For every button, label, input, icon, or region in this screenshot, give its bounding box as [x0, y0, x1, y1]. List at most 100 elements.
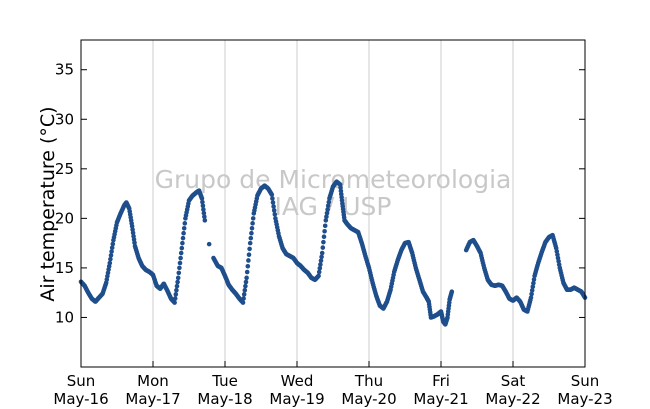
x-tick-label-day: Tue: [211, 372, 238, 390]
data-point-interp: [201, 207, 206, 212]
data-point-interp: [325, 207, 330, 212]
data-point-interp: [241, 296, 246, 301]
x-tick-label-date: May-16: [53, 390, 108, 408]
y-axis: 10 15 20 25 30 35: [55, 61, 585, 326]
data-point-interp: [201, 210, 207, 216]
data-point-interp: [177, 260, 183, 266]
x-tick-label-date: May-19: [269, 390, 324, 408]
data-point-interp: [318, 262, 323, 267]
y-tick-label: 25: [55, 160, 74, 178]
data-point-interp: [319, 254, 324, 260]
data-point-interp: [176, 270, 182, 276]
data-point-interp: [250, 216, 256, 221]
data-point-interp: [318, 258, 324, 263]
data-point-interp: [245, 263, 251, 269]
data-point: [528, 295, 534, 300]
data-point-interp: [180, 240, 185, 246]
data-point-interp: [244, 269, 250, 275]
data-point-interp: [270, 196, 275, 201]
x-tick-label-date: May-20: [341, 390, 396, 408]
data-point-interp: [270, 200, 276, 205]
data-point-interp: [182, 221, 188, 226]
data-point-interp: [181, 225, 187, 231]
data-point: [206, 241, 212, 247]
data-point: [244, 275, 249, 281]
data-point-interp: [249, 230, 254, 236]
data-point-interp: [271, 208, 277, 213]
data-point-interp: [181, 230, 186, 236]
data-point-interp: [246, 252, 252, 257]
data-point-interp: [174, 283, 180, 289]
data-point: [175, 275, 181, 281]
data-point-interp: [271, 204, 276, 209]
x-tick-label-day: Wed: [281, 372, 314, 390]
data-point: [323, 218, 329, 223]
data-point: [319, 250, 325, 256]
y-tick-label: 20: [55, 209, 74, 227]
data-point-interp: [243, 279, 249, 285]
watermark-line-2: IAG / USP: [275, 192, 392, 221]
data-point-interp: [243, 283, 248, 289]
x-tick-label-date: May-21: [413, 390, 468, 408]
x-tick-label-day: Sun: [571, 372, 600, 390]
data-point-interp: [531, 280, 536, 286]
data-point-interp: [202, 214, 207, 220]
data-point-interp: [109, 249, 114, 254]
data-point-interp: [321, 239, 326, 245]
data-point-interp: [320, 245, 326, 250]
data-point-interp: [324, 210, 330, 216]
x-tick-label-date: May-23: [557, 390, 612, 408]
y-tick-label: 15: [55, 259, 74, 277]
x-tick-label-day: Mon: [137, 372, 169, 390]
data-point-interp: [249, 225, 255, 231]
data-point-interp: [325, 203, 331, 209]
data-point-interp: [242, 287, 248, 293]
y-tick-label: 10: [55, 308, 74, 326]
data-point: [449, 289, 455, 294]
data-point-interp: [172, 296, 178, 301]
data-point: [199, 196, 205, 201]
data-point-interp: [529, 288, 535, 293]
data-point-interp: [248, 235, 254, 241]
x-axis: SunMay-16MonMay-17TueMay-18WedMay-19ThuM…: [53, 361, 613, 408]
data-point: [240, 300, 246, 305]
data-point-interp: [321, 234, 327, 239]
data-point: [269, 192, 275, 197]
data-point-interp: [241, 292, 247, 297]
data-point-interp: [530, 284, 536, 290]
x-tick-label-date: May-22: [485, 390, 540, 408]
data-point-interp: [178, 255, 183, 261]
data-point-interp: [180, 235, 186, 241]
data-point-interp: [322, 228, 327, 234]
data-point-interp: [109, 245, 115, 251]
data-point-interp: [200, 203, 206, 209]
data-point: [107, 260, 113, 266]
data-point-interp: [177, 265, 182, 271]
data-point-interp: [326, 199, 332, 205]
plot-frame: [80, 39, 586, 368]
data-points: [78, 179, 588, 327]
data-point-interp: [317, 265, 323, 271]
data-point-interp: [250, 221, 255, 226]
data-point-interp: [200, 199, 205, 205]
data-point: [172, 300, 177, 305]
y-axis-label: Air temperature (°C): [37, 106, 59, 301]
y-tick-label: 35: [55, 61, 74, 79]
data-point: [202, 218, 208, 223]
data-point: [316, 273, 321, 279]
data-point-interp: [108, 253, 114, 258]
data-point-interp: [246, 258, 251, 263]
data-point-interp: [174, 287, 179, 293]
data-point-interp: [110, 241, 116, 247]
x-tick-label-day: Sun: [67, 372, 96, 390]
data-point-interp: [178, 250, 184, 256]
data-point: [247, 240, 253, 246]
data-point-interp: [272, 212, 278, 217]
x-tick-label-day: Fri: [432, 372, 450, 390]
y-tick-label: 30: [55, 110, 74, 128]
data-point-interp: [531, 277, 537, 282]
x-tick-label-date: May-17: [125, 390, 180, 408]
data-point-interp: [175, 279, 180, 285]
data-point-interp: [247, 246, 252, 252]
